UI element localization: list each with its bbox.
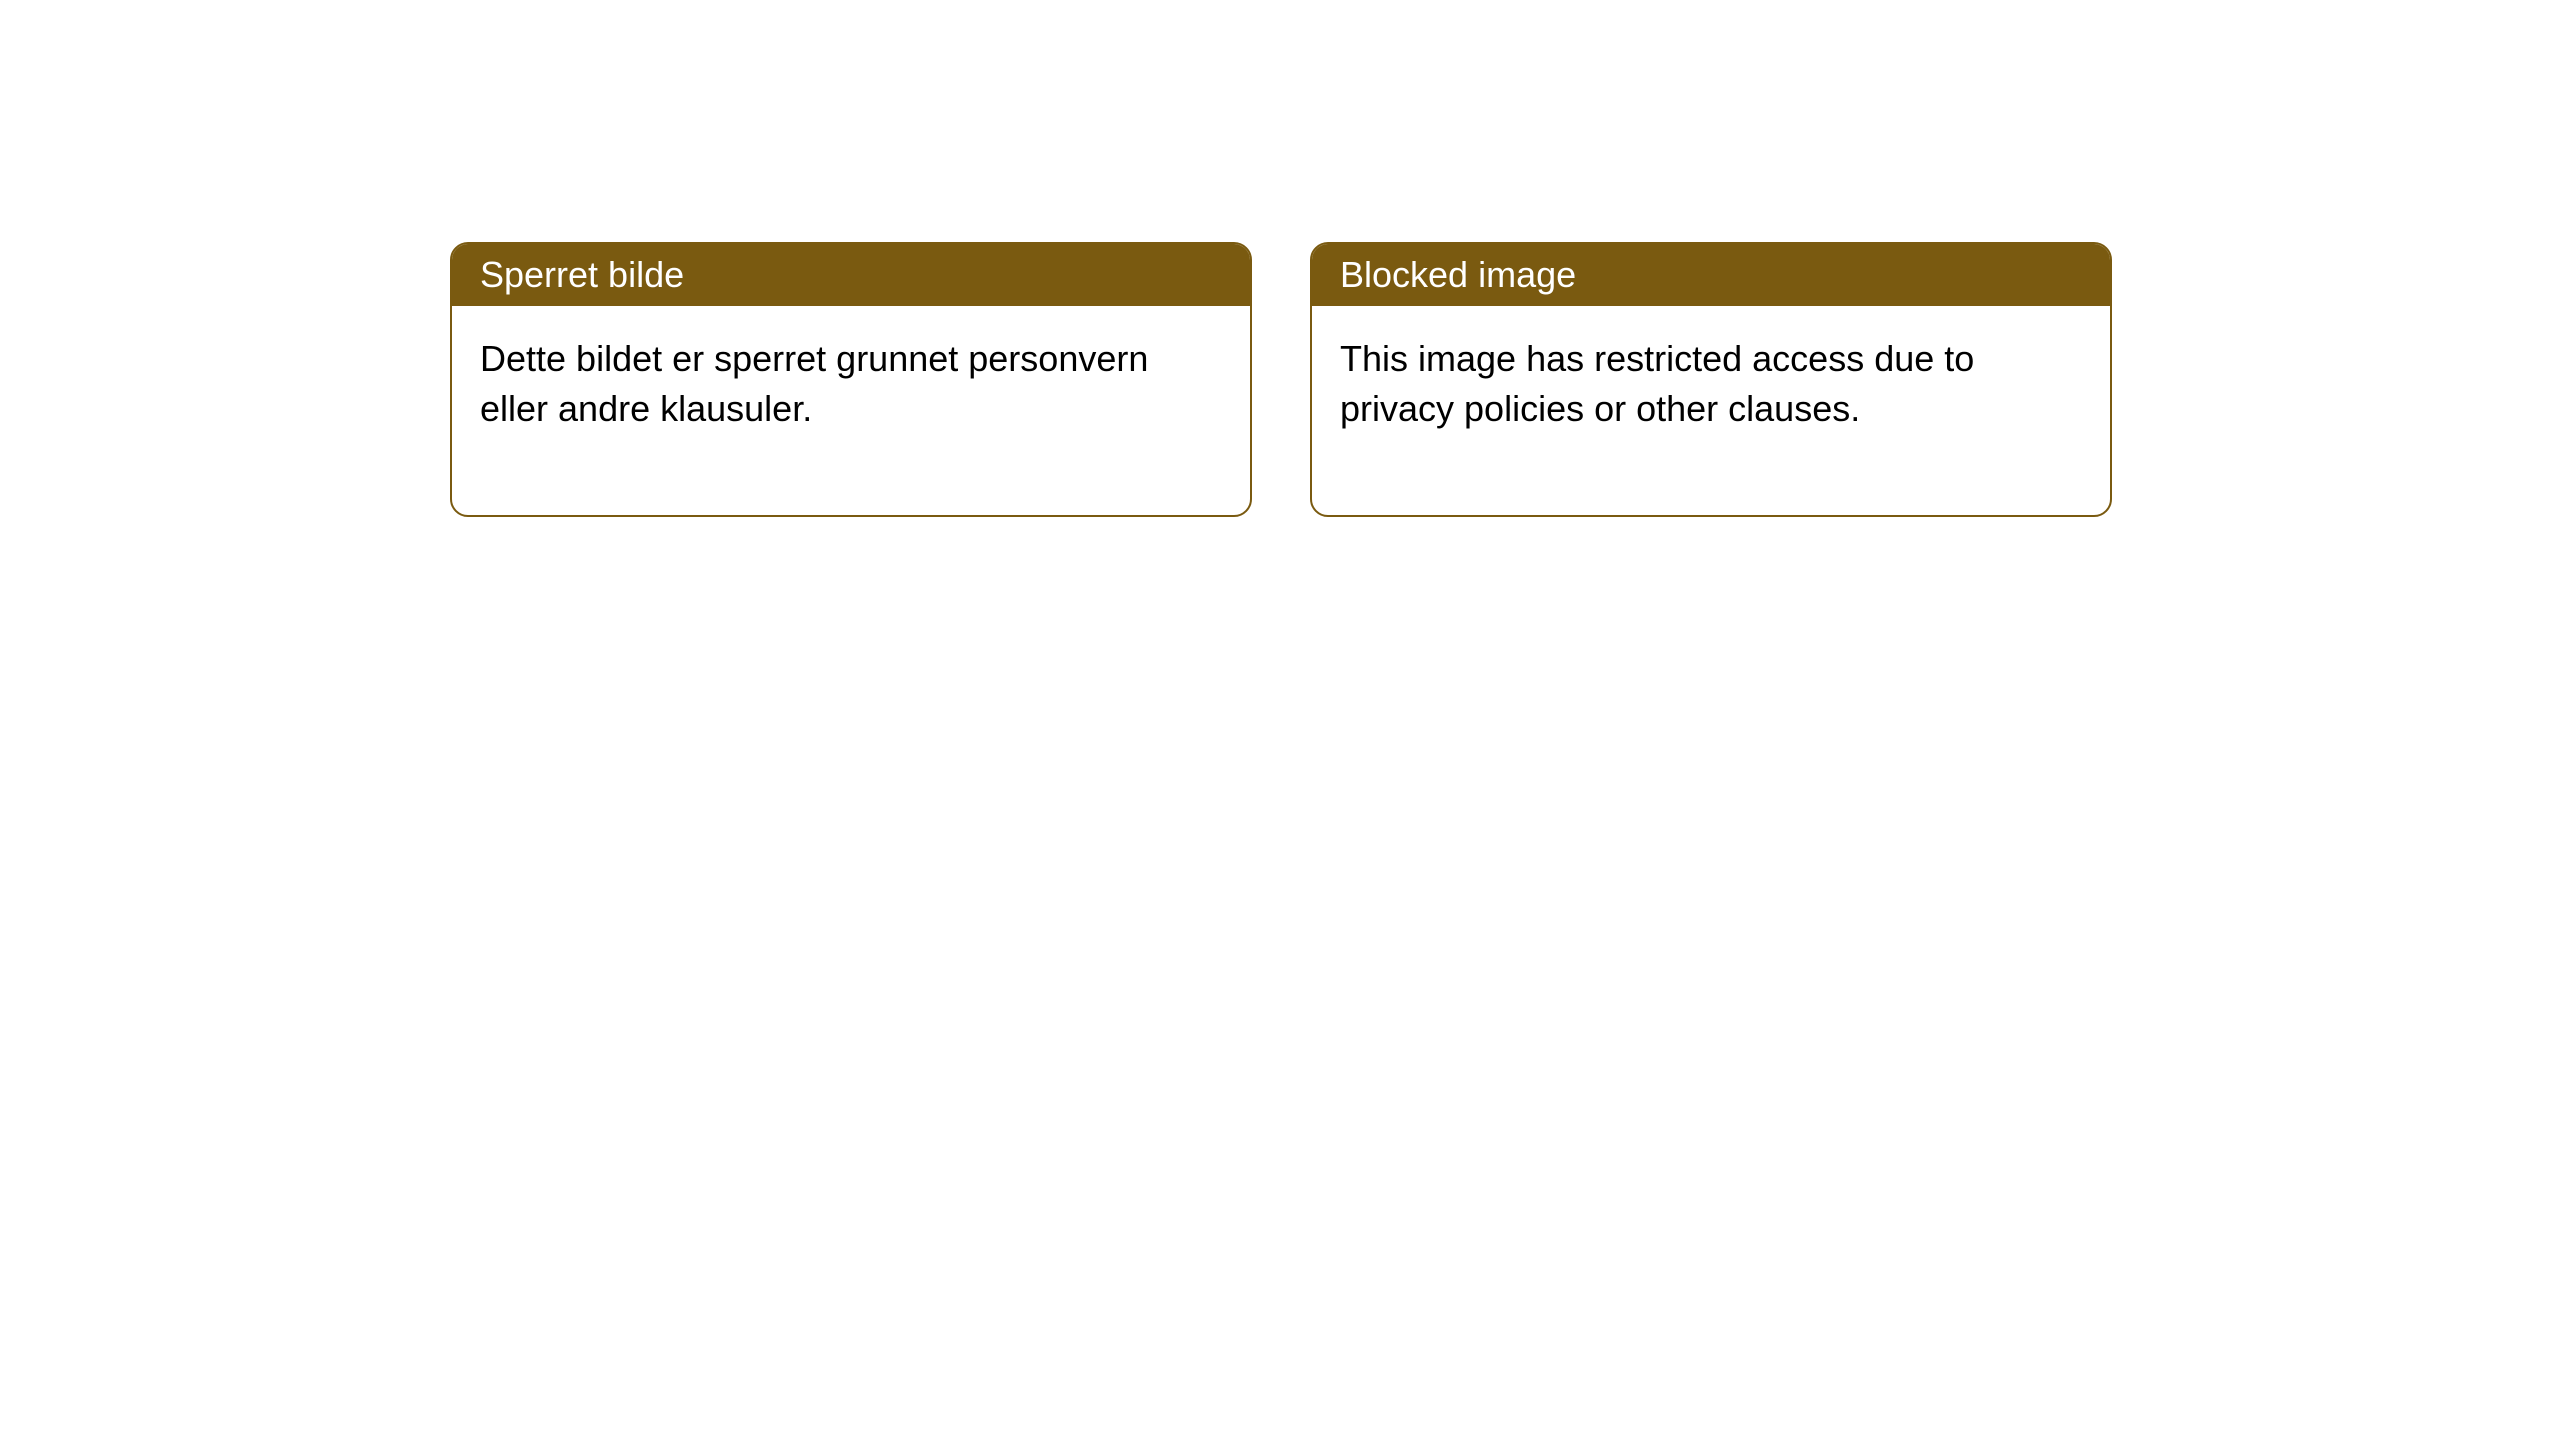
notice-header-english: Blocked image (1312, 244, 2110, 306)
notice-container: Sperret bilde Dette bildet er sperret gr… (0, 0, 2560, 517)
notice-box-norwegian: Sperret bilde Dette bildet er sperret gr… (450, 242, 1252, 517)
notice-body-norwegian: Dette bildet er sperret grunnet personve… (452, 306, 1250, 515)
notice-header-norwegian: Sperret bilde (452, 244, 1250, 306)
notice-box-english: Blocked image This image has restricted … (1310, 242, 2112, 517)
notice-body-english: This image has restricted access due to … (1312, 306, 2110, 515)
